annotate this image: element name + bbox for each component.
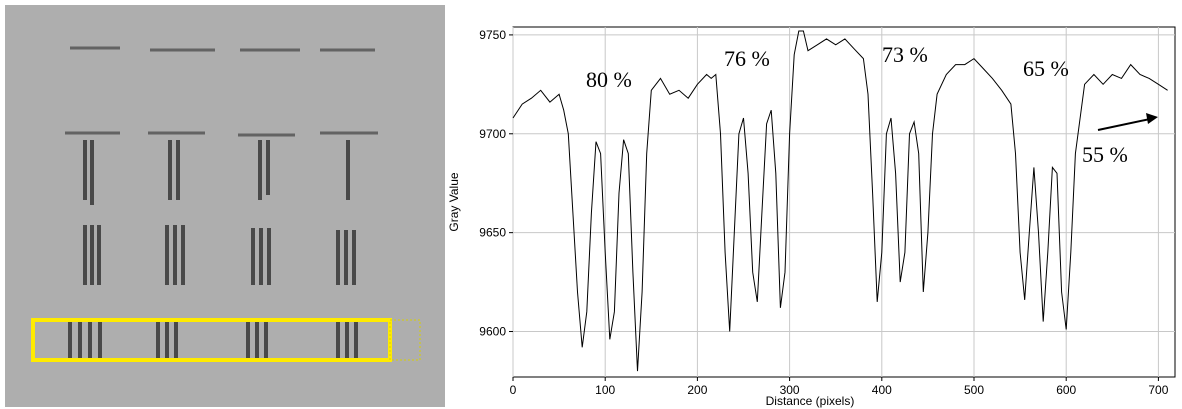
annotation: 76 % xyxy=(724,46,770,71)
arrow-head xyxy=(1146,113,1158,124)
y-tick-label: 9600 xyxy=(479,325,506,339)
x-tick-label: 100 xyxy=(595,383,615,397)
annotation: 80 % xyxy=(586,67,632,92)
x-tick-label: 700 xyxy=(1148,383,1168,397)
y-tick-label: 9750 xyxy=(479,28,506,42)
x-tick-label: 0 xyxy=(510,383,517,397)
x-tick-label: 200 xyxy=(687,383,707,397)
profile-line xyxy=(512,30,1168,372)
micrograph xyxy=(5,5,445,407)
x-tick-label: 300 xyxy=(780,383,800,397)
y-axis-title: Gray Value xyxy=(447,172,461,231)
x-tick-label: 500 xyxy=(964,383,984,397)
annotation: 65 % xyxy=(1023,56,1069,81)
x-tick-label: 600 xyxy=(1056,383,1076,397)
annotation: 55 % xyxy=(1082,142,1128,167)
annotation: 73 % xyxy=(882,42,928,67)
arrow xyxy=(1097,118,1151,131)
y-tick-label: 9700 xyxy=(479,127,506,141)
x-axis-title: Distance (pixels) xyxy=(766,394,855,408)
x-tick-label: 400 xyxy=(872,383,892,397)
y-tick-label: 9650 xyxy=(479,226,506,240)
